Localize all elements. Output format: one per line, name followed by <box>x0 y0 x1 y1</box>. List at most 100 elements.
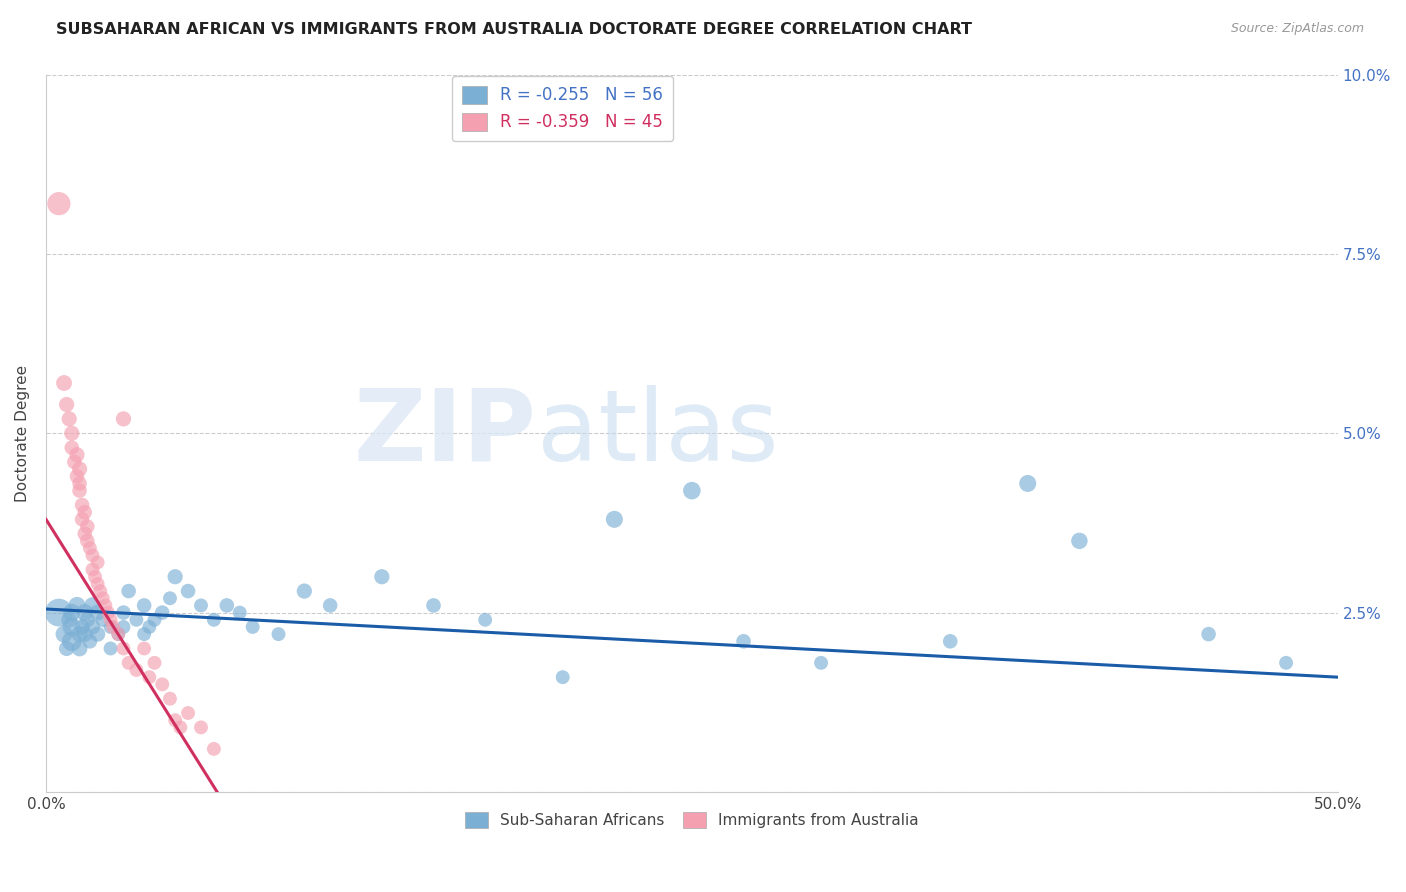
Point <box>733 634 755 648</box>
Point <box>89 584 111 599</box>
Point <box>112 620 135 634</box>
Point <box>474 613 496 627</box>
Point <box>79 634 101 648</box>
Point <box>603 512 626 526</box>
Point <box>242 620 264 634</box>
Point <box>159 591 181 606</box>
Point <box>82 620 104 634</box>
Point <box>69 641 91 656</box>
Point <box>58 613 80 627</box>
Point <box>100 620 122 634</box>
Point <box>60 634 83 648</box>
Point <box>371 570 394 584</box>
Point <box>48 196 70 211</box>
Point <box>112 641 135 656</box>
Point <box>134 627 156 641</box>
Point <box>73 526 96 541</box>
Legend: Sub-Saharan Africans, Immigrants from Australia: Sub-Saharan Africans, Immigrants from Au… <box>458 805 925 835</box>
Point <box>117 656 139 670</box>
Point <box>1275 656 1298 670</box>
Point <box>69 476 91 491</box>
Point <box>190 720 212 734</box>
Point <box>97 606 120 620</box>
Point <box>101 620 124 634</box>
Point <box>94 599 117 613</box>
Point <box>117 584 139 599</box>
Point <box>60 426 83 441</box>
Point <box>125 663 148 677</box>
Point <box>76 613 98 627</box>
Point <box>202 742 225 756</box>
Point <box>69 627 91 641</box>
Point <box>60 620 83 634</box>
Point <box>143 656 166 670</box>
Point <box>112 606 135 620</box>
Point <box>150 606 173 620</box>
Point <box>60 441 83 455</box>
Point <box>177 584 200 599</box>
Point <box>125 613 148 627</box>
Point <box>107 627 129 641</box>
Point <box>159 691 181 706</box>
Point <box>70 498 93 512</box>
Point <box>53 376 76 390</box>
Point <box>150 677 173 691</box>
Point <box>79 541 101 555</box>
Point <box>202 613 225 627</box>
Point <box>69 483 91 498</box>
Point <box>86 627 108 641</box>
Point <box>165 570 187 584</box>
Point <box>190 599 212 613</box>
Point <box>169 720 191 734</box>
Point <box>86 555 108 569</box>
Y-axis label: Doctorate Degree: Doctorate Degree <box>15 365 30 502</box>
Point <box>1198 627 1220 641</box>
Point <box>1069 533 1091 548</box>
Point <box>165 713 187 727</box>
Point <box>70 512 93 526</box>
Point <box>86 606 108 620</box>
Point <box>66 448 89 462</box>
Point <box>939 634 962 648</box>
Point <box>76 533 98 548</box>
Point <box>134 641 156 656</box>
Point <box>48 606 70 620</box>
Point <box>681 483 703 498</box>
Point <box>55 641 77 656</box>
Point <box>112 412 135 426</box>
Text: Source: ZipAtlas.com: Source: ZipAtlas.com <box>1230 22 1364 36</box>
Text: SUBSAHARAN AFRICAN VS IMMIGRANTS FROM AUSTRALIA DOCTORATE DEGREE CORRELATION CHA: SUBSAHARAN AFRICAN VS IMMIGRANTS FROM AU… <box>56 22 972 37</box>
Point <box>107 627 129 641</box>
Point <box>100 641 122 656</box>
Point <box>82 548 104 562</box>
Text: ZIP: ZIP <box>354 384 537 482</box>
Point <box>84 570 107 584</box>
Point <box>73 606 96 620</box>
Point <box>55 398 77 412</box>
Point <box>100 613 122 627</box>
Point <box>73 505 96 519</box>
Point <box>60 606 83 620</box>
Point <box>82 599 104 613</box>
Point <box>138 670 160 684</box>
Point <box>91 591 114 606</box>
Point <box>58 412 80 426</box>
Point <box>229 606 252 620</box>
Point <box>810 656 832 670</box>
Point <box>134 599 156 613</box>
Point <box>143 613 166 627</box>
Text: atlas: atlas <box>537 384 779 482</box>
Point <box>292 584 315 599</box>
Point <box>73 627 96 641</box>
Point <box>53 627 76 641</box>
Point <box>267 627 290 641</box>
Point <box>76 519 98 533</box>
Point <box>70 620 93 634</box>
Point <box>138 620 160 634</box>
Point <box>86 577 108 591</box>
Point <box>422 599 444 613</box>
Point <box>66 469 89 483</box>
Point <box>91 613 114 627</box>
Point <box>69 462 91 476</box>
Point <box>66 599 89 613</box>
